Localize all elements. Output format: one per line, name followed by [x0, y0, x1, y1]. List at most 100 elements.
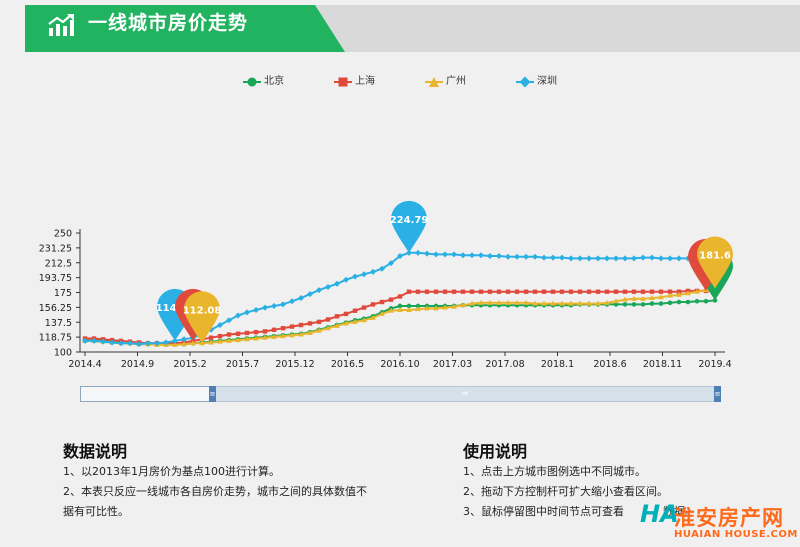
value-pin[interactable] — [697, 236, 733, 289]
data-point[interactable] — [505, 289, 511, 294]
data-point[interactable] — [559, 254, 565, 261]
data-point[interactable] — [649, 301, 655, 306]
data-point[interactable] — [451, 289, 457, 294]
range-slider-handle-right[interactable]: ≡ — [714, 386, 721, 402]
data-point[interactable] — [595, 300, 601, 306]
data-point[interactable] — [262, 329, 268, 334]
data-point[interactable] — [568, 289, 574, 294]
data-point[interactable] — [424, 250, 430, 257]
data-point[interactable] — [298, 295, 304, 302]
data-point[interactable] — [370, 314, 376, 320]
data-point[interactable] — [550, 289, 556, 294]
value-pin[interactable] — [184, 291, 220, 344]
data-point[interactable] — [703, 298, 709, 304]
data-point[interactable] — [676, 255, 682, 262]
data-point[interactable] — [424, 305, 430, 311]
data-point[interactable] — [496, 289, 502, 294]
data-point[interactable] — [388, 260, 394, 267]
data-point[interactable] — [235, 337, 241, 343]
data-point[interactable] — [532, 300, 538, 306]
data-point[interactable] — [442, 304, 448, 310]
data-point[interactable] — [631, 255, 637, 262]
data-point[interactable] — [514, 253, 520, 260]
data-point[interactable] — [289, 332, 295, 338]
data-point[interactable] — [280, 301, 286, 308]
data-point[interactable] — [451, 303, 457, 309]
data-point[interactable] — [343, 311, 349, 317]
data-point[interactable] — [181, 341, 187, 347]
data-point[interactable] — [406, 306, 412, 312]
data-point[interactable] — [649, 295, 655, 301]
data-point[interactable] — [541, 254, 547, 261]
data-point[interactable] — [496, 253, 502, 260]
data-point[interactable] — [217, 338, 223, 344]
data-point[interactable] — [280, 326, 286, 331]
range-slider-grip[interactable]: = — [461, 389, 469, 399]
data-point[interactable] — [136, 341, 142, 348]
data-point[interactable] — [226, 332, 232, 337]
data-point[interactable] — [442, 251, 448, 258]
data-point[interactable] — [433, 251, 439, 258]
data-point[interactable] — [118, 340, 124, 347]
data-point[interactable] — [307, 321, 313, 326]
data-point[interactable] — [613, 302, 619, 307]
data-point[interactable] — [667, 292, 673, 298]
data-point[interactable] — [145, 340, 151, 347]
data-point[interactable] — [658, 255, 664, 262]
data-point[interactable] — [586, 289, 592, 294]
data-point[interactable] — [496, 299, 502, 305]
data-point[interactable] — [613, 289, 619, 294]
data-point[interactable] — [658, 301, 664, 306]
data-point[interactable] — [532, 289, 538, 294]
data-point[interactable] — [379, 310, 385, 316]
data-point[interactable] — [298, 322, 304, 328]
data-point[interactable] — [271, 302, 277, 309]
data-point[interactable] — [271, 333, 277, 339]
data-point[interactable] — [163, 339, 169, 346]
data-point[interactable] — [523, 253, 529, 260]
data-point[interactable] — [505, 299, 511, 305]
data-point[interactable] — [415, 289, 421, 294]
data-point[interactable] — [361, 305, 367, 310]
data-point[interactable] — [370, 302, 376, 307]
data-point[interactable] — [631, 302, 637, 307]
data-point[interactable] — [478, 299, 484, 305]
data-point[interactable] — [343, 320, 349, 326]
data-point[interactable] — [577, 300, 583, 306]
data-point[interactable] — [316, 319, 322, 325]
data-point[interactable] — [406, 303, 412, 309]
data-point[interactable] — [469, 300, 475, 306]
data-point[interactable] — [352, 318, 358, 324]
data-point[interactable] — [325, 325, 331, 331]
data-point[interactable] — [361, 317, 367, 323]
data-point[interactable] — [244, 330, 250, 336]
data-point[interactable] — [352, 308, 358, 313]
data-point[interactable] — [712, 298, 718, 303]
data-point[interactable] — [694, 288, 700, 294]
data-point[interactable] — [91, 337, 97, 344]
data-point[interactable] — [361, 271, 367, 278]
data-point[interactable] — [469, 289, 475, 294]
data-point[interactable] — [667, 255, 673, 262]
data-point[interactable] — [82, 337, 88, 344]
data-point[interactable] — [208, 335, 214, 340]
data-point[interactable] — [604, 255, 610, 262]
data-point[interactable] — [487, 253, 493, 260]
data-point[interactable] — [541, 289, 547, 294]
data-point[interactable] — [667, 300, 673, 306]
data-point[interactable] — [586, 255, 592, 262]
data-point[interactable] — [676, 289, 682, 294]
data-point[interactable] — [658, 294, 664, 300]
data-point[interactable] — [244, 309, 250, 316]
data-point[interactable] — [514, 299, 520, 305]
data-point[interactable] — [568, 255, 574, 262]
data-point[interactable] — [271, 327, 277, 332]
data-point[interactable] — [415, 306, 421, 312]
data-point[interactable] — [325, 283, 331, 290]
data-point[interactable] — [604, 289, 610, 294]
data-point[interactable] — [262, 334, 268, 340]
data-point[interactable] — [667, 289, 673, 294]
data-point[interactable] — [577, 255, 583, 262]
data-point[interactable] — [604, 299, 610, 305]
data-point[interactable] — [190, 340, 196, 346]
